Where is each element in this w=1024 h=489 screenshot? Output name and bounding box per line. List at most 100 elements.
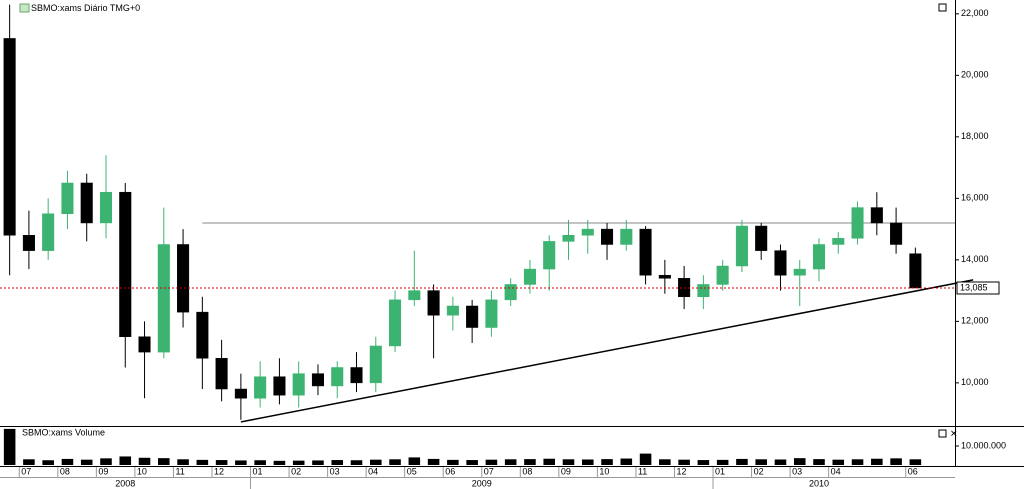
y-tick-label: 18,000 bbox=[961, 131, 989, 141]
volume-bar bbox=[909, 459, 922, 465]
volume-bar bbox=[408, 457, 421, 465]
y-tick-label: 20,000 bbox=[961, 70, 989, 80]
candle-body bbox=[254, 376, 267, 399]
candle-body bbox=[80, 182, 93, 224]
last-price-label: 13,085 bbox=[960, 282, 988, 292]
candle-body bbox=[581, 228, 594, 236]
candle-body bbox=[427, 290, 440, 316]
volume-bar bbox=[601, 459, 613, 465]
volume-bar bbox=[581, 459, 594, 465]
volume-bar bbox=[273, 460, 286, 465]
volume-bar bbox=[813, 459, 825, 465]
volume-bar bbox=[370, 459, 382, 465]
month-label: 04 bbox=[368, 466, 378, 476]
month-label: 01 bbox=[715, 466, 725, 476]
candle-body bbox=[138, 336, 151, 353]
candle-body bbox=[311, 373, 324, 387]
volume-bar bbox=[158, 458, 170, 465]
volume-bar bbox=[524, 459, 536, 465]
volume-bar bbox=[292, 460, 305, 465]
candle-body bbox=[369, 345, 382, 384]
candle-body bbox=[292, 373, 305, 396]
volume-bar bbox=[119, 456, 132, 465]
candle-body bbox=[870, 207, 883, 224]
month-label: 12 bbox=[676, 466, 686, 476]
y-tick-label: 16,000 bbox=[961, 193, 989, 203]
volume-bar bbox=[697, 460, 710, 465]
month-label: 02 bbox=[754, 466, 764, 476]
month-label: 11 bbox=[638, 466, 647, 476]
candle-body bbox=[215, 358, 228, 390]
volume-bar bbox=[196, 459, 209, 465]
volume-bar bbox=[543, 458, 555, 465]
candle-body bbox=[273, 376, 286, 396]
symbol-icon bbox=[19, 3, 30, 13]
volume-bar bbox=[774, 459, 787, 465]
candle-body bbox=[774, 250, 787, 276]
month-label: 06 bbox=[445, 466, 455, 476]
volume-bar bbox=[23, 459, 35, 465]
volume-bar bbox=[890, 458, 902, 465]
candle-body bbox=[389, 299, 402, 347]
year-label: 2008 bbox=[115, 478, 135, 488]
volume-bar bbox=[80, 459, 93, 465]
candle-body bbox=[350, 367, 363, 384]
candle-body bbox=[408, 290, 421, 301]
candle-body bbox=[61, 182, 74, 214]
last-price-box bbox=[956, 281, 1000, 295]
volume-bar bbox=[871, 458, 883, 465]
candle-body bbox=[639, 228, 652, 276]
year-label: 2010 bbox=[809, 478, 829, 488]
trendline bbox=[240, 279, 974, 423]
month-label: 10 bbox=[137, 466, 147, 476]
candle-body bbox=[234, 388, 247, 399]
candle-body bbox=[812, 244, 826, 270]
month-label: 07 bbox=[484, 466, 494, 476]
volume-bar bbox=[254, 460, 266, 465]
candle-body bbox=[42, 213, 55, 251]
volume-bar bbox=[350, 460, 363, 465]
candle-body bbox=[157, 244, 170, 353]
volume-close-button[interactable]: ✕ bbox=[950, 428, 958, 438]
maximize-button[interactable] bbox=[938, 3, 947, 12]
volume-bar bbox=[235, 460, 247, 465]
candle-body bbox=[832, 238, 845, 245]
month-label: 05 bbox=[407, 466, 417, 476]
volume-bar bbox=[427, 458, 440, 465]
candle-body bbox=[716, 265, 729, 285]
month-label: 11 bbox=[175, 466, 184, 476]
month-label: 03 bbox=[330, 466, 340, 476]
month-label: 09 bbox=[561, 466, 571, 476]
month-label: 02 bbox=[291, 466, 301, 476]
volume-bar bbox=[447, 459, 459, 465]
month-label: 10 bbox=[599, 466, 609, 476]
chart-title: SBMO:xams Diário TMG+0 bbox=[31, 3, 140, 13]
month-label: 03 bbox=[792, 466, 802, 476]
volume-bar bbox=[716, 459, 729, 465]
candle-body bbox=[562, 235, 575, 242]
candle-body bbox=[99, 191, 113, 224]
volume-maximize-button[interactable] bbox=[938, 429, 947, 438]
month-label: 07 bbox=[21, 466, 31, 476]
candle-body bbox=[523, 268, 536, 285]
month-label: 04 bbox=[831, 466, 841, 476]
candle-body bbox=[735, 225, 748, 267]
candle-body bbox=[3, 38, 16, 236]
candle-body bbox=[658, 274, 671, 279]
volume-bar bbox=[736, 458, 748, 465]
volume-bar bbox=[504, 459, 517, 465]
volume-bar bbox=[639, 453, 652, 465]
month-label: 09 bbox=[98, 466, 108, 476]
volume-bar bbox=[793, 458, 806, 465]
volume-y-tick-label: 10.000.000 bbox=[961, 440, 1006, 450]
volume-bar bbox=[755, 459, 767, 465]
month-label: 08 bbox=[60, 466, 70, 476]
volume-bar bbox=[485, 459, 498, 465]
volume-bar bbox=[138, 457, 151, 465]
candle-body bbox=[755, 225, 768, 251]
volume-bar bbox=[851, 459, 864, 465]
candle-body bbox=[543, 241, 556, 270]
volume-bar bbox=[659, 459, 671, 465]
candle-body bbox=[890, 222, 903, 245]
